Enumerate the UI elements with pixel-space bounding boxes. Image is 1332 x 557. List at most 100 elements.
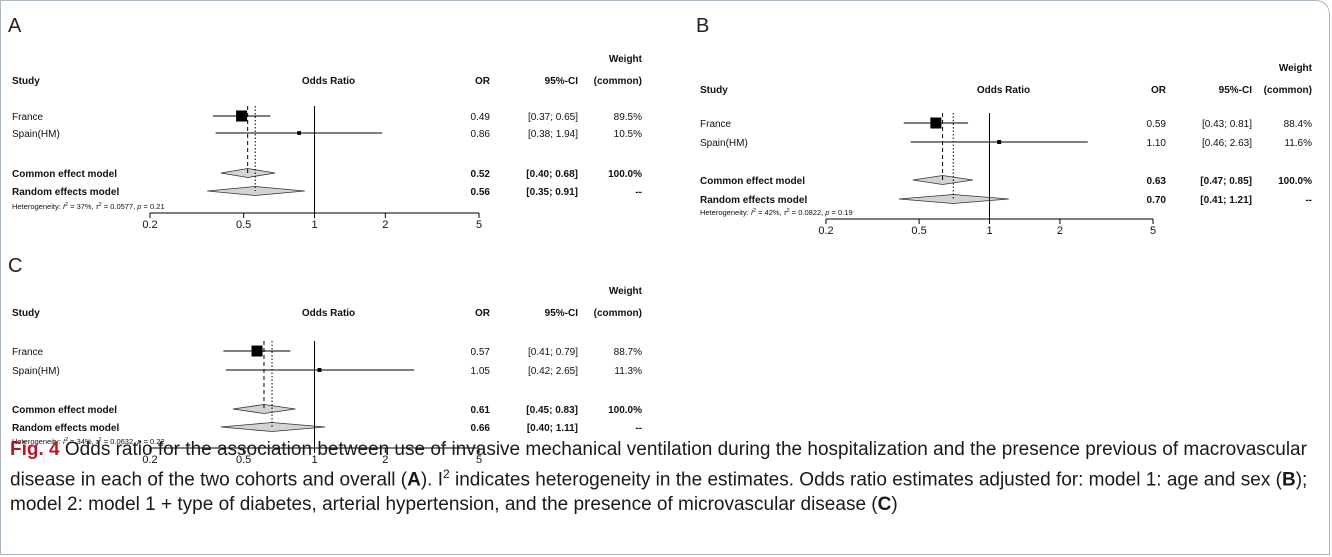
study-ci: [0.46; 2.63] xyxy=(1202,138,1252,149)
header-ci: 95%-CI xyxy=(545,308,579,319)
heterogeneity-text: Heterogeneity: I2 = 34%, τ2 = 0.0632, p … xyxy=(12,437,165,446)
x-tick-label: 2 xyxy=(1057,225,1063,237)
random-ci: [0.41; 1.21] xyxy=(1200,195,1252,206)
header-odds-ratio: Odds Ratio xyxy=(302,76,355,87)
header-ci: 95%-CI xyxy=(1219,85,1253,96)
heterogeneity-text: Heterogeneity: I2 = 37%, τ2 = 0.0577, p … xyxy=(12,202,165,211)
caption-superscript: 2 xyxy=(443,467,450,481)
common-weight: 100.0% xyxy=(608,169,642,180)
study-name: Spain(HM) xyxy=(12,129,60,140)
random-diamond xyxy=(207,186,305,196)
study-name: Spain(HM) xyxy=(12,366,60,377)
random-ci: [0.35; 0.91] xyxy=(526,187,578,198)
study-square xyxy=(317,368,322,372)
forest-plot-a: A Study Odds Ratio OR 95%-CI Weight (common) Fr… xyxy=(8,6,658,238)
header-or: OR xyxy=(1151,85,1167,96)
study-weight: 89.5% xyxy=(614,112,642,123)
random-weight: -- xyxy=(635,187,642,198)
study-square xyxy=(251,345,263,357)
study-or: 1.05 xyxy=(471,366,491,377)
header-ci: 95%-CI xyxy=(545,76,579,87)
common-model-name: Common effect model xyxy=(700,176,805,187)
study-square xyxy=(297,131,301,135)
x-tick-label: 0.5 xyxy=(911,225,926,237)
x-tick-label: 0.5 xyxy=(236,454,251,466)
caption-text-4: ); model 2: model 1 + type of diabetes, … xyxy=(10,469,1308,516)
header-odds-ratio: Odds Ratio xyxy=(977,85,1030,96)
forest-plot-c: C Study Odds Ratio OR 95%-CI Weight (common) Fr… xyxy=(8,246,658,466)
panel-label: C xyxy=(8,255,22,277)
study-or: 0.86 xyxy=(471,129,491,140)
study-square xyxy=(997,140,1002,144)
random-or: 0.66 xyxy=(471,423,491,434)
common-model-name: Common effect model xyxy=(12,405,117,416)
header-weight-common: (common) xyxy=(594,76,642,87)
x-tick-label: 5 xyxy=(476,454,482,466)
header-or: OR xyxy=(475,76,491,87)
header-weight-common: (common) xyxy=(594,308,642,319)
header-or: OR xyxy=(475,308,491,319)
x-tick-label: 2 xyxy=(382,219,388,231)
study-name: Spain(HM) xyxy=(700,138,748,149)
forest-svg-b: B Study Odds Ratio OR 95%-CI Weight (common) Fr… xyxy=(696,15,1313,237)
common-or: 0.52 xyxy=(471,169,491,180)
study-weight: 10.5% xyxy=(614,129,642,140)
study-name: France xyxy=(700,119,732,130)
study-name: France xyxy=(12,112,44,123)
header-weight: Weight xyxy=(609,54,643,65)
common-ci: [0.40; 0.68] xyxy=(526,169,578,180)
random-weight: -- xyxy=(635,423,642,434)
study-square xyxy=(236,110,248,122)
x-tick-label: 1 xyxy=(311,454,317,466)
common-ci: [0.47; 0.85] xyxy=(1200,176,1252,187)
header-odds-ratio: Odds Ratio xyxy=(302,308,355,319)
caption-text-5: ) xyxy=(891,494,898,516)
study-weight: 88.7% xyxy=(614,347,642,358)
header-weight: Weight xyxy=(609,286,643,297)
common-or: 0.61 xyxy=(471,405,491,416)
x-tick-label: 0.2 xyxy=(142,219,157,231)
x-tick-label: 0.2 xyxy=(142,454,157,466)
header-study: Study xyxy=(12,308,40,319)
common-ci: [0.45; 0.83] xyxy=(526,405,578,416)
random-ci: [0.40; 1.11] xyxy=(527,423,578,434)
study-weight: 88.4% xyxy=(1284,119,1312,130)
study-or: 0.49 xyxy=(471,112,491,123)
study-or: 1.10 xyxy=(1147,138,1167,149)
forest-plot-b: B Study Odds Ratio OR 95%-CI Weight (common) Fr… xyxy=(696,6,1316,238)
heterogeneity-text: Heterogeneity: I2 = 42%, τ2 = 0.0822, p … xyxy=(700,208,853,217)
header-study: Study xyxy=(700,85,728,96)
study-ci: [0.42; 2.65] xyxy=(528,366,578,377)
header-study: Study xyxy=(12,76,40,87)
figure-caption: Fig. 4 Odds ratio for the association be… xyxy=(10,437,1310,517)
study-or: 0.59 xyxy=(1147,119,1167,130)
common-weight: 100.0% xyxy=(608,405,642,416)
study-square xyxy=(930,117,942,129)
random-model-name: Random effects model xyxy=(12,423,119,434)
forest-svg-a: A Study Odds Ratio OR 95%-CI Weight (common) Fr… xyxy=(8,15,643,231)
x-tick-label: 5 xyxy=(476,219,482,231)
caption-ref-c: C xyxy=(877,494,892,516)
x-tick-label: 0.5 xyxy=(236,219,251,231)
study-name: France xyxy=(12,347,44,358)
caption-text-2: ). I xyxy=(420,469,444,491)
caption-text-1: Odds ratio for the association between u… xyxy=(10,439,1307,491)
common-diamond xyxy=(232,404,296,414)
study-ci: [0.38; 1.94] xyxy=(528,129,578,140)
caption-ref-a: A xyxy=(407,469,421,491)
figure-label: Fig. 4 xyxy=(10,439,60,460)
common-model-name: Common effect model xyxy=(12,169,117,180)
study-weight: 11.3% xyxy=(614,366,642,377)
panel-label: B xyxy=(696,15,709,37)
study-or: 0.57 xyxy=(471,347,491,358)
random-or: 0.70 xyxy=(1147,195,1167,206)
caption-text-3: indicates heterogeneity in the estimates… xyxy=(449,469,1282,491)
header-weight: Weight xyxy=(1279,63,1313,74)
study-ci: [0.41; 0.79] xyxy=(528,347,578,358)
caption-ref-b: B xyxy=(1281,469,1296,491)
header-weight-common: (common) xyxy=(1264,85,1312,96)
panel-label: A xyxy=(8,15,22,37)
forest-svg-c: C Study Odds Ratio OR 95%-CI Weight (common) Fr… xyxy=(8,255,643,466)
random-or: 0.56 xyxy=(471,187,491,198)
